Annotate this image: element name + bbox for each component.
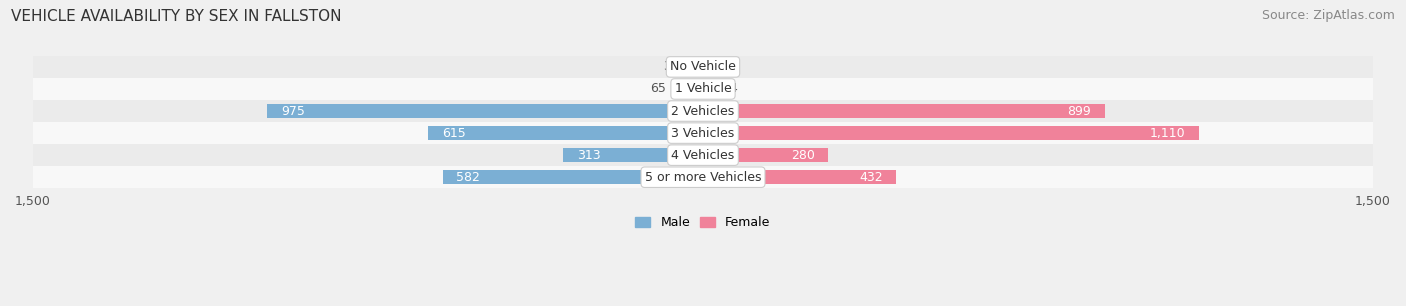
Bar <box>703 60 710 74</box>
Bar <box>673 82 703 96</box>
Bar <box>688 60 703 74</box>
Text: 582: 582 <box>457 171 481 184</box>
Text: No Vehicle: No Vehicle <box>671 60 735 73</box>
Text: Source: ZipAtlas.com: Source: ZipAtlas.com <box>1261 9 1395 22</box>
Text: 2 Vehicles: 2 Vehicles <box>672 105 734 118</box>
Bar <box>703 126 1199 140</box>
Bar <box>703 148 828 162</box>
Bar <box>32 56 1374 78</box>
Text: 615: 615 <box>441 127 465 140</box>
Text: VEHICLE AVAILABILITY BY SEX IN FALLSTON: VEHICLE AVAILABILITY BY SEX IN FALLSTON <box>11 9 342 24</box>
Bar <box>703 170 896 185</box>
Legend: Male, Female: Male, Female <box>630 211 776 234</box>
Text: 24: 24 <box>721 83 738 95</box>
Text: 1 Vehicle: 1 Vehicle <box>675 83 731 95</box>
Bar <box>443 170 703 185</box>
Bar <box>703 82 714 96</box>
Text: 899: 899 <box>1067 105 1091 118</box>
Text: 5 or more Vehicles: 5 or more Vehicles <box>645 171 761 184</box>
Bar <box>703 104 1105 118</box>
Text: 4 Vehicles: 4 Vehicles <box>672 149 734 162</box>
Text: 432: 432 <box>859 171 883 184</box>
Bar <box>32 78 1374 100</box>
Text: 313: 313 <box>576 149 600 162</box>
Bar <box>564 148 703 162</box>
Text: 1,110: 1,110 <box>1150 127 1185 140</box>
Bar <box>32 144 1374 166</box>
Bar <box>32 166 1374 188</box>
Bar <box>32 100 1374 122</box>
Text: 36: 36 <box>664 60 679 73</box>
Text: 65: 65 <box>650 83 666 95</box>
Bar <box>267 104 703 118</box>
Text: 16: 16 <box>718 60 734 73</box>
Bar <box>32 122 1374 144</box>
Text: 975: 975 <box>281 105 305 118</box>
Bar <box>429 126 703 140</box>
Text: 3 Vehicles: 3 Vehicles <box>672 127 734 140</box>
Text: 280: 280 <box>790 149 814 162</box>
